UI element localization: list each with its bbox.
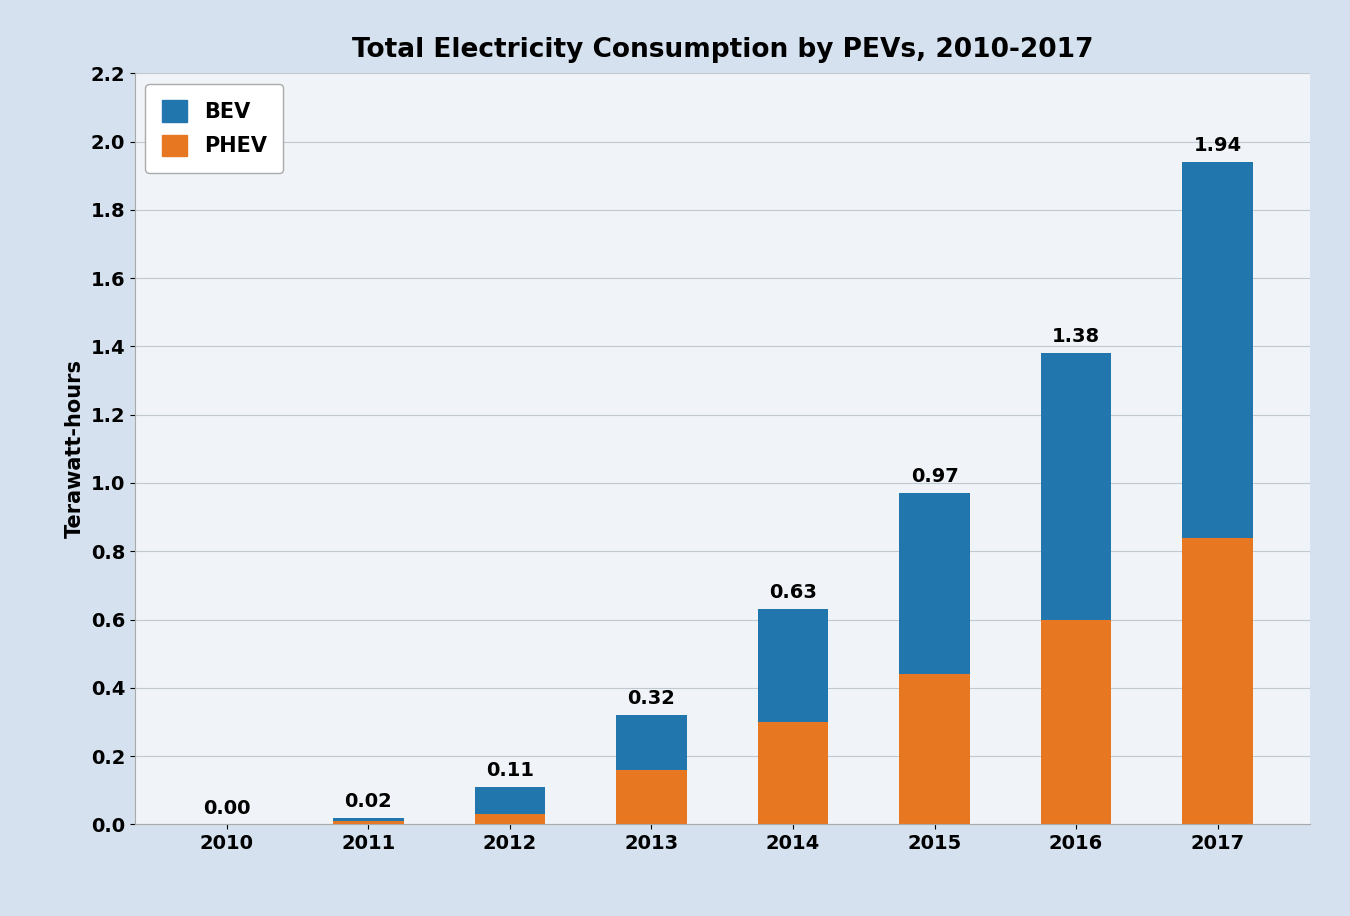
- Bar: [757, 722, 829, 824]
- Text: 1.38: 1.38: [1052, 327, 1100, 346]
- Bar: [475, 787, 545, 814]
- Y-axis label: Terawatt-hours: Terawatt-hours: [65, 359, 85, 539]
- Text: 0.02: 0.02: [344, 791, 393, 811]
- Text: 0.32: 0.32: [628, 690, 675, 708]
- Bar: [1183, 162, 1253, 538]
- Bar: [757, 609, 829, 722]
- Bar: [333, 821, 404, 824]
- Text: 1.94: 1.94: [1193, 136, 1242, 155]
- Bar: [899, 493, 969, 674]
- Bar: [1041, 619, 1111, 824]
- Bar: [1041, 354, 1111, 619]
- Title: Total Electricity Consumption by PEVs, 2010-2017: Total Electricity Consumption by PEVs, 2…: [351, 37, 1094, 62]
- Text: 0.11: 0.11: [486, 761, 535, 780]
- Legend: BEV, PHEV: BEV, PHEV: [146, 83, 284, 173]
- Bar: [333, 818, 404, 821]
- Text: 0.97: 0.97: [911, 467, 958, 486]
- Text: 0.00: 0.00: [204, 799, 251, 818]
- Bar: [899, 674, 969, 824]
- Text: 0.63: 0.63: [769, 583, 817, 603]
- Bar: [1183, 538, 1253, 824]
- Bar: [616, 715, 687, 769]
- Bar: [616, 769, 687, 824]
- Bar: [475, 814, 545, 824]
